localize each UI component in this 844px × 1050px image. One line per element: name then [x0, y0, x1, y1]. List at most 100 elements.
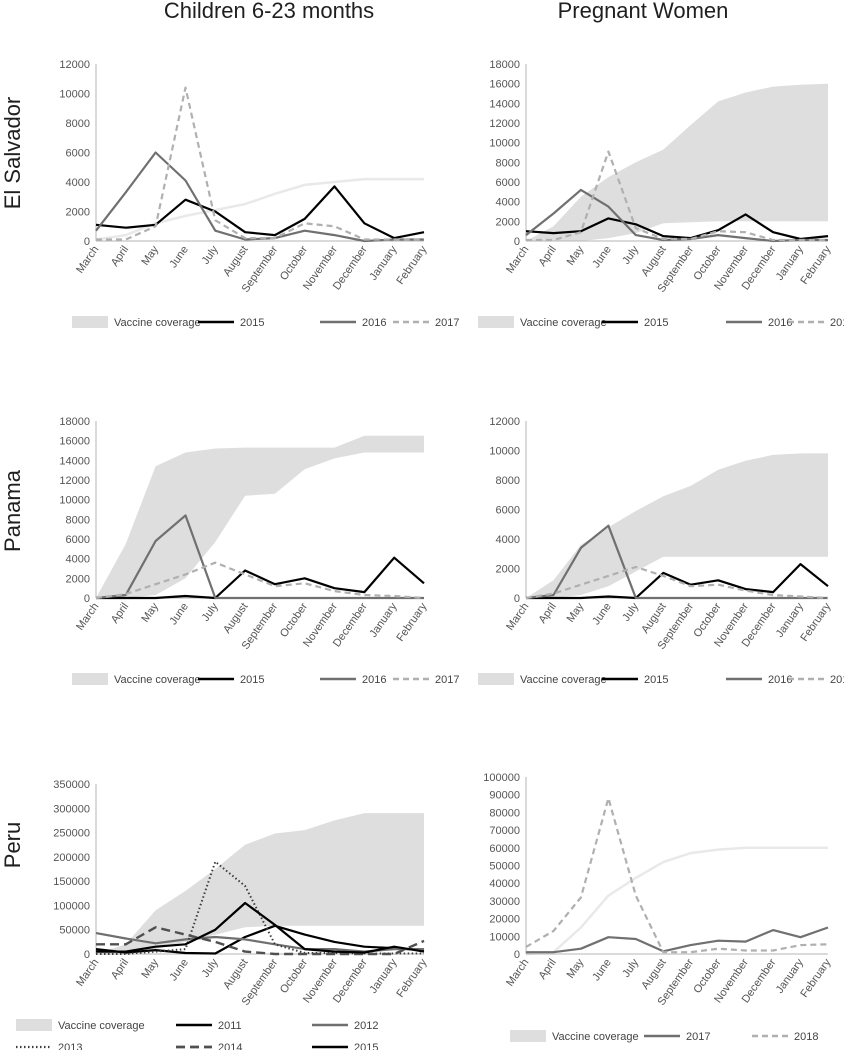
y-tick-label: 4000 — [66, 554, 90, 566]
coverage-area — [526, 453, 828, 598]
legend: Vaccine coverage 2015 2016 2017 — [478, 316, 844, 329]
y-tick-label: 2000 — [496, 216, 520, 228]
y-tick-label: 14000 — [489, 98, 520, 110]
y-tick-label: 50000 — [59, 925, 90, 937]
row-title-el-salvador: El Salvador — [0, 97, 25, 210]
y-tick-label: 250000 — [53, 828, 90, 840]
y-tick-label: 4000 — [496, 534, 520, 546]
x-tick-label: April — [109, 957, 131, 982]
series-line-2015 — [95, 185, 425, 240]
y-tick-label: 0 — [514, 593, 520, 605]
legend-swatch-coverage — [510, 1030, 546, 1042]
y-tick-label: 0 — [84, 593, 90, 605]
row-title-peru: Peru — [0, 822, 25, 868]
x-tick-label: June — [590, 957, 614, 983]
x-tick-label: March — [74, 244, 101, 276]
legend-label: 2015 — [644, 317, 668, 329]
x-tick-label: October — [278, 601, 310, 640]
x-tick-label: May — [565, 243, 587, 267]
y-tick-label: 12000 — [59, 59, 90, 71]
y-tick-label: 14000 — [59, 455, 90, 467]
x-tick-label: May — [139, 956, 161, 980]
legend-swatch-coverage — [72, 673, 108, 685]
legend-label: 2016 — [768, 674, 792, 686]
legend: Vaccine coverage 2015 2016 2017 — [72, 316, 459, 329]
x-tick-label: February — [394, 243, 429, 286]
y-tick-label: 18000 — [489, 59, 520, 71]
legend-label: 2014 — [218, 1042, 242, 1050]
coverage-area — [526, 83, 828, 241]
x-tick-label: May — [139, 243, 161, 267]
legend-label: Vaccine coverage — [520, 674, 607, 686]
legend-label: 2017 — [830, 674, 844, 686]
series-line-2015 — [526, 563, 829, 600]
legend-label: 2015 — [354, 1042, 378, 1050]
series-line-2015 — [96, 901, 425, 954]
x-tick-label: April — [536, 244, 558, 269]
y-tick-label: 20000 — [489, 914, 520, 926]
y-tick-label: 10000 — [59, 89, 90, 101]
chart-pe-children: 0 50000 100000 150000 200000 250000 300000 3500… — [16, 779, 430, 1050]
series-line-2011 — [95, 924, 425, 955]
y-tick-label: 16000 — [489, 79, 520, 91]
x-tick-label: June — [167, 601, 191, 627]
y-tick-label: 2000 — [496, 564, 520, 576]
series-line-2016 — [95, 151, 424, 243]
y-tick-label: 350000 — [53, 779, 90, 791]
series-line-2015 — [96, 556, 425, 600]
legend-label: 2016 — [768, 317, 792, 329]
chart-pe-pregnant: 0 10000 20000 30000 40000 50000 60000 70000 8000… — [483, 772, 833, 1043]
y-tick-label: 300000 — [53, 803, 90, 815]
y-tick-label: 40000 — [489, 878, 520, 890]
x-tick-label: June — [167, 244, 191, 270]
series-line-2017 — [526, 926, 829, 954]
series-line-2017 — [525, 565, 829, 600]
y-tick-label: 12000 — [489, 118, 520, 130]
y-tick-label: 10000 — [489, 931, 520, 943]
x-tick-label: October — [278, 957, 310, 996]
x-tick-label: January — [367, 243, 400, 282]
legend-label: Vaccine coverage — [58, 1020, 145, 1032]
chart-pa-pregnant: 0 2000 4000 6000 8000 10000 12000 March April May… — [478, 416, 844, 686]
legend: Vaccine coverage 2015 2016 2017 — [478, 673, 844, 686]
y-tick-label: 70000 — [489, 825, 520, 837]
y-tick-label: 12000 — [489, 416, 520, 428]
y-tick-label: 18000 — [59, 416, 90, 428]
legend-label: 2015 — [240, 317, 264, 329]
legend-label: Vaccine coverage — [114, 674, 201, 686]
legend-label: 2017 — [435, 674, 459, 686]
series-line-2017 — [526, 150, 828, 242]
x-tick-label: August — [639, 957, 668, 992]
x-tick-label: March — [74, 957, 101, 989]
y-tick-label: 4000 — [66, 177, 90, 189]
y-tick-label: 8000 — [496, 157, 520, 169]
x-tick-label: March — [504, 244, 531, 276]
series-line-2016 — [525, 524, 828, 600]
y-tick-label: 12000 — [59, 475, 90, 487]
x-tick-label: February — [394, 956, 429, 999]
x-tick-label: June — [590, 601, 614, 627]
y-tick-label: 8000 — [66, 118, 90, 130]
coverage-area — [96, 435, 424, 598]
y-tick-label: 80000 — [489, 807, 520, 819]
column-title-children: Children 6-23 months — [164, 0, 374, 23]
y-tick-label: 6000 — [66, 148, 90, 160]
x-tick-label: March — [504, 957, 531, 989]
x-tick-label: July — [200, 956, 221, 979]
chart-pa-children: 0 2000 4000 6000 8000 10000 12000 14000 16000 180… — [59, 416, 459, 686]
y-tick-label: 10000 — [59, 495, 90, 507]
x-tick-label: July — [620, 243, 641, 266]
legend-swatch-coverage — [16, 1019, 52, 1031]
y-tick-label: 0 — [514, 236, 520, 248]
legend-label: Vaccine coverage — [114, 317, 201, 329]
chart-es-children: 0 2000 4000 6000 8000 10000 12000 March April May… — [59, 59, 459, 329]
y-tick-label: 100000 — [53, 900, 90, 912]
x-tick-label: August — [221, 957, 250, 992]
legend-label: 2017 — [830, 317, 844, 329]
series-line-2017 — [95, 561, 425, 600]
coverage-line — [525, 846, 828, 956]
legend-label: 2013 — [58, 1042, 82, 1050]
y-tick-label: 0 — [514, 949, 520, 961]
y-tick-label: 8000 — [496, 475, 520, 487]
column-title-pregnant: Pregnant Women — [558, 0, 729, 23]
